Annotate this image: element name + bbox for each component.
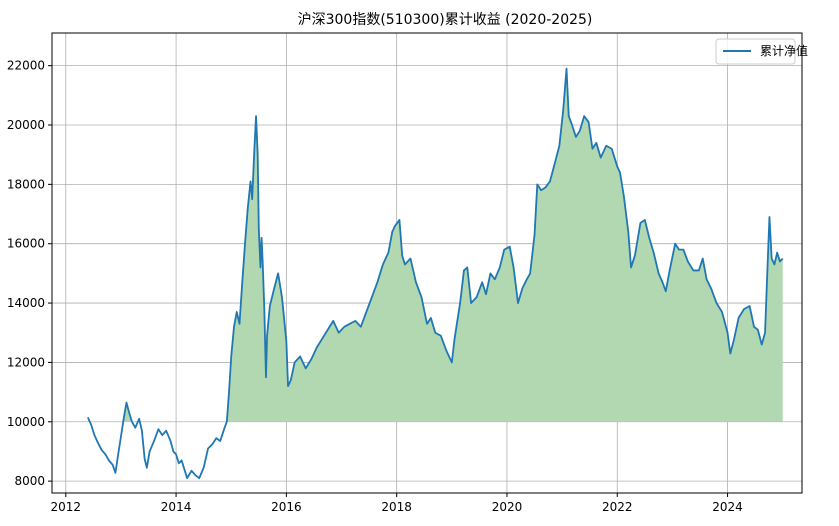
y-tick-label: 14000 <box>7 296 45 310</box>
y-axis-ticks: 8000 10000 12000 14000 16000 18000 20000 22000 <box>7 59 52 488</box>
y-tick-label: 20000 <box>7 118 45 132</box>
x-tick-label: 2020 <box>492 500 523 514</box>
x-tick-label: 2018 <box>381 500 412 514</box>
x-tick-label: 2014 <box>161 500 192 514</box>
y-tick-label: 16000 <box>7 237 45 251</box>
fill-area <box>87 68 783 422</box>
x-tick-label: 2016 <box>271 500 302 514</box>
x-tick-label: 2012 <box>51 500 82 514</box>
legend: 累计净值 <box>715 38 808 65</box>
fill-area-layer <box>87 68 783 422</box>
y-tick-label: 8000 <box>14 474 45 488</box>
y-tick-label: 12000 <box>7 355 45 369</box>
x-axis-ticks: 2012 2014 2016 2018 2020 2022 2024 <box>51 493 743 514</box>
plot-frame <box>51 32 803 494</box>
series-line <box>87 67 784 480</box>
x-tick-label: 2024 <box>712 500 743 514</box>
x-tick-label: 2022 <box>602 500 633 514</box>
series-line-layer <box>87 67 784 480</box>
legend-label: 累计净值 <box>760 43 808 58</box>
y-tick-label: 22000 <box>7 59 45 73</box>
chart-title: 沪深300指数(510300)累计收益 (2020-2025) <box>298 12 593 28</box>
y-tick-label: 10000 <box>7 415 45 429</box>
y-tick-label: 18000 <box>7 177 45 191</box>
legend-box <box>715 38 796 65</box>
